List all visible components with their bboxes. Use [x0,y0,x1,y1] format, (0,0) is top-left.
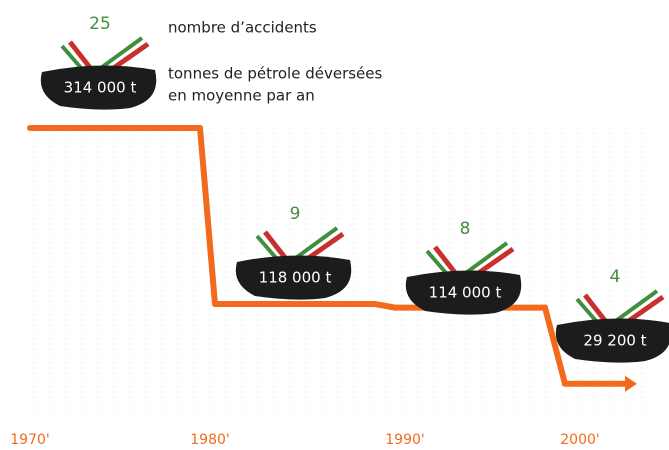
accident-count: 4 [610,267,621,287]
accident-count: 9 [290,204,301,224]
x-tick-label: 1980' [190,432,229,448]
value-label: 314 000 t [64,79,137,97]
value-label: 29 200 t [583,332,646,350]
bowl-icon: 314 000 t [41,38,156,110]
legend-count: nombre d’accidents [168,19,317,37]
step-connector [375,304,395,308]
accident-count: 8 [460,219,471,239]
accident-count: 25 [89,14,111,34]
x-tick-label: 1990' [385,432,424,448]
legend-amount: tonnes de pétrole déversées [168,65,383,83]
value-label: 118 000 t [259,269,332,287]
value-label: 114 000 t [429,284,502,302]
x-tick-label: 1970' [10,432,49,448]
legend-amount: en moyenne par an [168,87,315,105]
chart: nombre d’accidents tonnes de pétrole dév… [0,0,669,450]
x-tick-label: 2000' [560,432,599,448]
